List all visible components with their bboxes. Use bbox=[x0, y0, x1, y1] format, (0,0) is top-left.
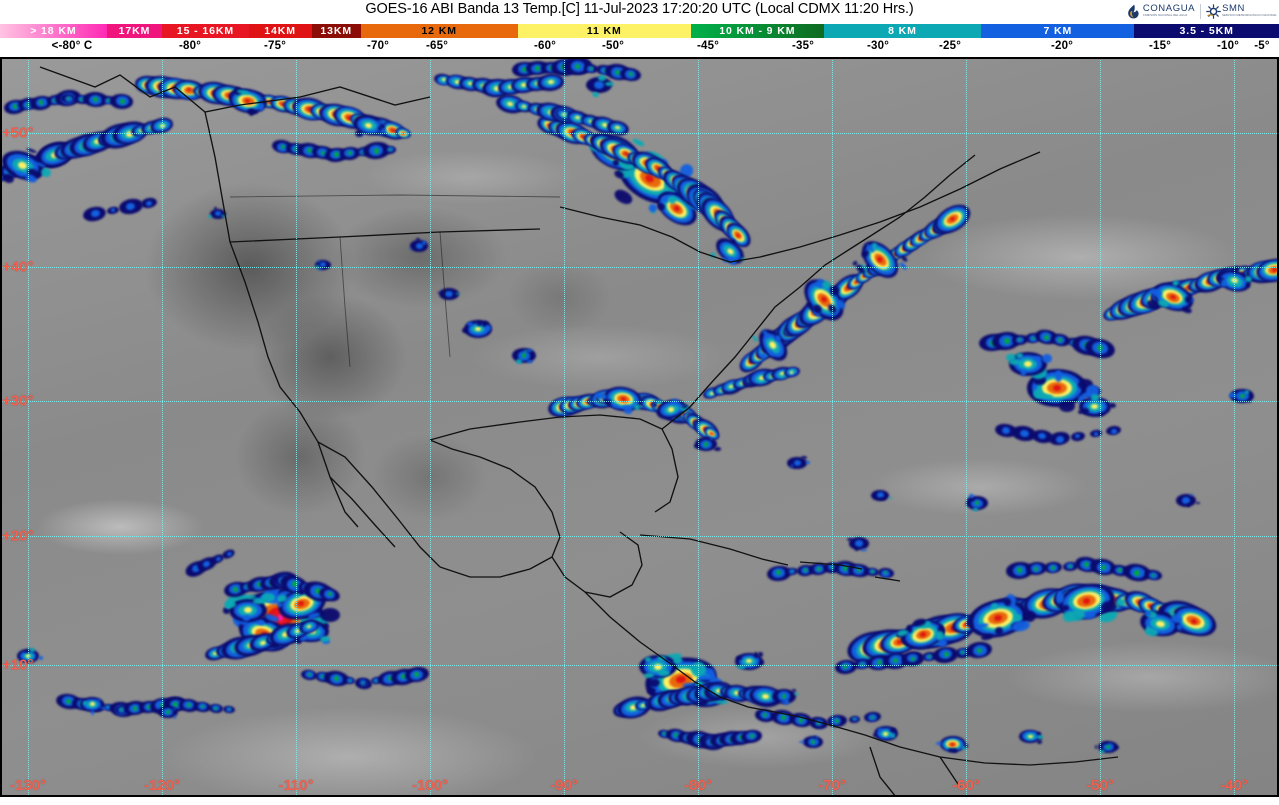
colorbar-tick: -45° bbox=[697, 40, 719, 52]
gridline-latitude bbox=[0, 267, 1279, 268]
colorbar-tick: -15° bbox=[1149, 40, 1171, 52]
gridline-longitude bbox=[698, 57, 699, 797]
colorbar-segment-label: 3.5 - 5KM bbox=[1180, 26, 1234, 37]
colorbar-segment: 3.5 - 5KM bbox=[1134, 24, 1279, 38]
colorbar-tick: -35° bbox=[792, 40, 814, 52]
longitude-label: -130° bbox=[10, 777, 46, 794]
longitude-label: -60° bbox=[952, 777, 980, 794]
colorbar-segment-label: 10 KM - 9 KM bbox=[719, 26, 795, 37]
conagua-water-icon bbox=[1127, 4, 1140, 19]
gridline-longitude bbox=[564, 57, 565, 797]
colorbar-segment: > 18 KM bbox=[0, 24, 107, 38]
colorbar-segment-label: 15 - 16KM bbox=[177, 26, 234, 37]
latitude-label: +10° bbox=[2, 657, 33, 674]
satellite-image-viewer: GOES-16 ABI Banda 13 Temp.[C] 11-Jul-202… bbox=[0, 0, 1279, 805]
conagua-logo: CONAGUA COMISIÓN NACIONAL DEL AGUA bbox=[1127, 4, 1195, 19]
gridline-latitude bbox=[0, 536, 1279, 537]
colorbar-segment: 12 KM bbox=[361, 24, 518, 38]
colorbar-tick: -75° bbox=[264, 40, 286, 52]
longitude-label: -50° bbox=[1086, 777, 1114, 794]
colorbar-segment: 15 - 16KM bbox=[162, 24, 248, 38]
latitude-label: +40° bbox=[2, 259, 33, 276]
gridline-longitude bbox=[162, 57, 163, 797]
gridline-latitude bbox=[0, 401, 1279, 402]
gridline-latitude bbox=[0, 133, 1279, 134]
colorbar-tick: <-80° C bbox=[52, 40, 93, 52]
colorbar-segment-label: 12 KM bbox=[421, 26, 456, 37]
longitude-label: -90° bbox=[550, 777, 578, 794]
colorbar-segment-label: 11 KM bbox=[587, 26, 622, 37]
colorbar-segment: 14KM bbox=[249, 24, 312, 38]
smn-logo-name: SMN bbox=[1222, 4, 1277, 14]
colorbar-segment: 11 KM bbox=[518, 24, 691, 38]
colorbar-tick: -70° bbox=[367, 40, 389, 52]
agency-logos: CONAGUA COMISIÓN NACIONAL DEL AGUA bbox=[1127, 1, 1277, 21]
temperature-colorbar-legend: > 18 KM 17KM 15 - 16KM 14KM 13KM 12 KM 11 KM 10… bbox=[0, 22, 1279, 57]
colorbar-segment: 8 KM bbox=[824, 24, 982, 38]
logo-divider bbox=[1200, 4, 1201, 19]
colorbar-tick: -80° bbox=[179, 40, 201, 52]
colorbar-tick: -20° bbox=[1051, 40, 1073, 52]
longitude-label: -110° bbox=[278, 777, 313, 794]
colorbar-segment-label: 14KM bbox=[264, 26, 296, 37]
conagua-logo-name: CONAGUA bbox=[1143, 4, 1195, 14]
longitude-label: -70° bbox=[818, 777, 846, 794]
colorbar-tick: -50° bbox=[602, 40, 624, 52]
colorbar-segment: 13KM bbox=[312, 24, 361, 38]
colorbar-segment-label: > 18 KM bbox=[30, 26, 76, 37]
colorbar-segment: 10 KM - 9 KM bbox=[691, 24, 824, 38]
smn-logo-subtitle: SERVICIO METEOROLÓGICO NACIONAL bbox=[1222, 15, 1277, 18]
gridline-longitude bbox=[1234, 57, 1235, 797]
conagua-logo-text: CONAGUA COMISIÓN NACIONAL DEL AGUA bbox=[1143, 4, 1195, 17]
gridline-longitude bbox=[966, 57, 967, 797]
gridline-longitude bbox=[430, 57, 431, 797]
satellite-ir-map[interactable]: -130° -120° -110° -100° -90° -80° -70° -60° -50°… bbox=[0, 57, 1279, 797]
gridline-longitude bbox=[1100, 57, 1101, 797]
smn-logo-text: SMN SERVICIO METEOROLÓGICO NACIONAL bbox=[1222, 4, 1277, 17]
smn-logo: SMN SERVICIO METEOROLÓGICO NACIONAL bbox=[1206, 4, 1277, 19]
colorbar-tick: -60° bbox=[534, 40, 556, 52]
colorbar-segment: 17KM bbox=[107, 24, 163, 38]
colorbar-segment-label: 8 KM bbox=[888, 26, 917, 37]
conagua-logo-subtitle: COMISIÓN NACIONAL DEL AGUA bbox=[1143, 15, 1195, 18]
colorbar-tick-labels: <-80° C -80° -75° -70° -65° -60° -50° -45° -35° -… bbox=[0, 40, 1279, 55]
colorbar-segment-label: 7 KM bbox=[1043, 26, 1072, 37]
page-title: GOES-16 ABI Banda 13 Temp.[C] 11-Jul-202… bbox=[0, 1, 1279, 17]
gridline-longitude bbox=[832, 57, 833, 797]
longitude-label: -120° bbox=[144, 777, 180, 794]
longitude-label: -80° bbox=[684, 777, 712, 794]
title-bar: GOES-16 ABI Banda 13 Temp.[C] 11-Jul-202… bbox=[0, 0, 1279, 22]
colorbar-segment-label: 17KM bbox=[119, 26, 151, 37]
colorbar-tick: -25° bbox=[939, 40, 961, 52]
gridline-longitude bbox=[296, 57, 297, 797]
latitude-label: +20° bbox=[2, 528, 33, 545]
colorbar-tick: -5° bbox=[1254, 40, 1269, 52]
colorbar-segments: > 18 KM 17KM 15 - 16KM 14KM 13KM 12 KM 11 KM 10… bbox=[0, 24, 1279, 38]
gridline-latitude bbox=[0, 665, 1279, 666]
longitude-label: -100° bbox=[412, 777, 448, 794]
gridline-longitude bbox=[28, 57, 29, 797]
colorbar-tick: -65° bbox=[426, 40, 448, 52]
colorbar-tick: -30° bbox=[867, 40, 889, 52]
longitude-label: -40° bbox=[1220, 777, 1248, 794]
latitude-longitude-graticule bbox=[0, 57, 1279, 797]
smn-sun-icon bbox=[1206, 4, 1219, 19]
latitude-label: +50° bbox=[2, 125, 33, 142]
colorbar-segment-label: 13KM bbox=[320, 26, 352, 37]
colorbar-tick: -10° bbox=[1217, 40, 1239, 52]
latitude-label: +30° bbox=[2, 393, 33, 410]
colorbar-segment: 7 KM bbox=[981, 24, 1134, 38]
